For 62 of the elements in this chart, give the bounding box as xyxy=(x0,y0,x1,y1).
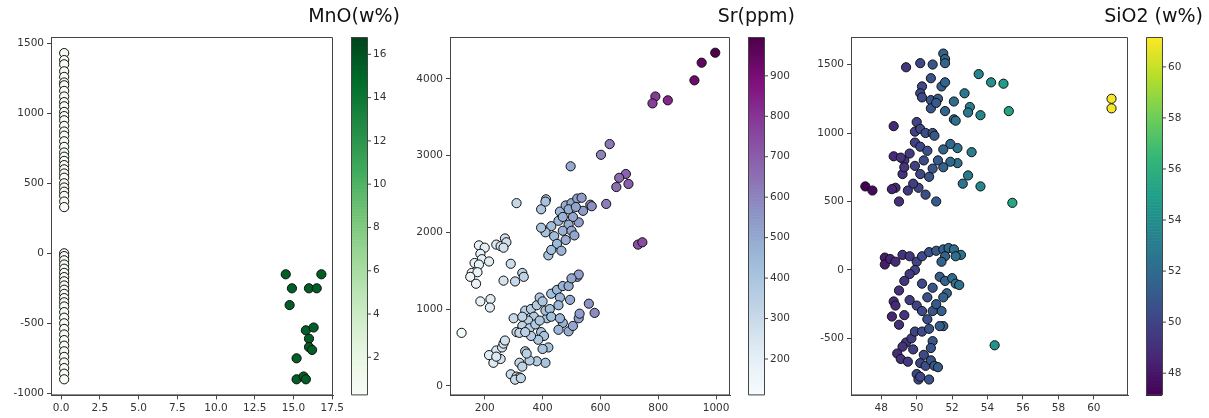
y-tick-label: 0 xyxy=(837,262,844,275)
x-tick-label: 15.0 xyxy=(281,401,306,414)
color-bar-label: 16 xyxy=(373,47,387,60)
y-tick-label: 2000 xyxy=(416,225,443,238)
x-tick-label: 400 xyxy=(532,401,553,414)
y-tick-label: -1000 xyxy=(13,386,44,399)
color-bar-label: 300 xyxy=(770,311,791,324)
color-bar-label: 900 xyxy=(770,68,791,81)
y-tick-label: 0 xyxy=(436,378,443,391)
color-bar-label: 700 xyxy=(770,149,791,162)
color-bar-label: 52 xyxy=(1168,263,1182,276)
color-bar-label: 800 xyxy=(770,109,791,122)
x-tick-label: 52 xyxy=(945,401,959,414)
color-bar-label: 400 xyxy=(770,270,791,283)
y-tick-label: 4000 xyxy=(416,71,443,84)
chart-title: MnO(w%) xyxy=(308,4,400,26)
x-tick-label: 10.0 xyxy=(204,401,228,414)
y-tick-label: 1500 xyxy=(17,36,44,49)
color-bar-label: 14 xyxy=(373,90,387,103)
y-tick-label: 0 xyxy=(37,246,44,259)
x-tick-label: 50 xyxy=(910,401,924,414)
color-bar-label: 4 xyxy=(373,306,380,319)
x-tick-label: 2.5 xyxy=(91,401,109,414)
y-tick-label: 1500 xyxy=(817,57,844,70)
y-tick-label: 3000 xyxy=(416,148,443,161)
color-bar-label: 60 xyxy=(1168,59,1182,72)
x-tick-label: 12.5 xyxy=(243,401,267,414)
x-tick-label: 800 xyxy=(648,401,669,414)
chart-title: Sr(ppm) xyxy=(717,4,795,26)
x-tick-label: 5.0 xyxy=(130,401,147,414)
y-tick-label: 1000 xyxy=(817,125,844,138)
color-bar-label: 2 xyxy=(373,350,380,363)
color-bar-label: 50 xyxy=(1168,314,1182,327)
color-bar-label: 54 xyxy=(1168,212,1182,225)
color-bar-label: 56 xyxy=(1168,161,1182,174)
color-bar-label: 6 xyxy=(373,263,380,276)
x-tick-label: 48 xyxy=(874,401,888,414)
x-tick-label: 60 xyxy=(1087,401,1101,414)
color-bar-label: 500 xyxy=(770,230,791,243)
x-tick-label: 0.0 xyxy=(52,401,70,414)
chart-title: SiO2 (w%) xyxy=(1104,4,1203,26)
color-bar-label: 200 xyxy=(770,351,791,364)
y-tick-label: -500 xyxy=(820,331,844,344)
x-tick-label: 58 xyxy=(1051,401,1066,414)
color-bar-label: 8 xyxy=(373,220,380,233)
color-bar-label: 12 xyxy=(373,133,387,146)
y-tick-label: 500 xyxy=(23,176,44,189)
x-tick-label: 200 xyxy=(474,401,495,414)
x-tick-label: 17.5 xyxy=(320,401,344,414)
x-tick-label: 56 xyxy=(1016,401,1030,414)
y-tick-label: 500 xyxy=(823,194,844,207)
y-tick-label: -500 xyxy=(20,316,44,329)
color-bar-label: 48 xyxy=(1168,365,1182,378)
x-tick-label: 7.5 xyxy=(168,401,186,414)
x-tick-label: 54 xyxy=(980,401,995,414)
x-tick-label: 1000 xyxy=(702,401,730,414)
y-tick-label: 1000 xyxy=(17,106,44,119)
x-tick-label: 600 xyxy=(590,401,611,414)
color-bar-label: 58 xyxy=(1168,110,1182,123)
color-bar-label: 600 xyxy=(770,189,791,202)
y-tick-label: 1000 xyxy=(416,301,443,314)
color-bar-label: 10 xyxy=(373,176,387,189)
